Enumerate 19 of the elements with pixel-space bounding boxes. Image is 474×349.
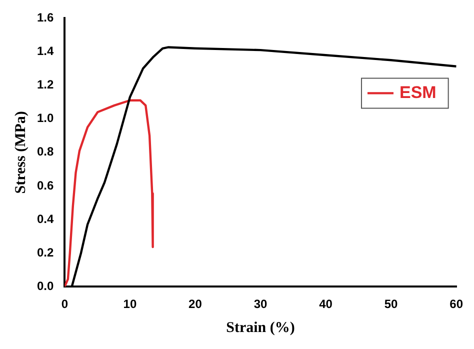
y-tick-label: 1.4 [36, 44, 54, 58]
x-tick-label: 40 [319, 297, 333, 312]
y-tick-label: 0.6 [36, 178, 54, 192]
y-tick-label: 0.0 [36, 278, 54, 293]
x-tick-label: 30 [254, 297, 268, 312]
y-axis-title: Stress (MPa) [12, 111, 29, 194]
x-axis-title: Strain (%) [226, 320, 295, 336]
y-tick-label: 1.0 [36, 111, 54, 126]
x-tick-label: 20 [188, 297, 202, 312]
y-tick-label: 1.2 [36, 78, 54, 92]
y-tick-label: 1.6 [36, 10, 54, 25]
y-tick-label: 0.2 [36, 245, 54, 260]
y-tick-label: 0.8 [36, 144, 54, 159]
y-tick-label: 0.4 [36, 212, 54, 226]
x-tick-label: 50 [384, 297, 398, 312]
x-tick-label: 10 [123, 297, 137, 312]
x-tick-label: 0 [61, 297, 68, 312]
x-tick-label: 60 [450, 297, 464, 312]
legend-label: ESM [399, 82, 436, 102]
